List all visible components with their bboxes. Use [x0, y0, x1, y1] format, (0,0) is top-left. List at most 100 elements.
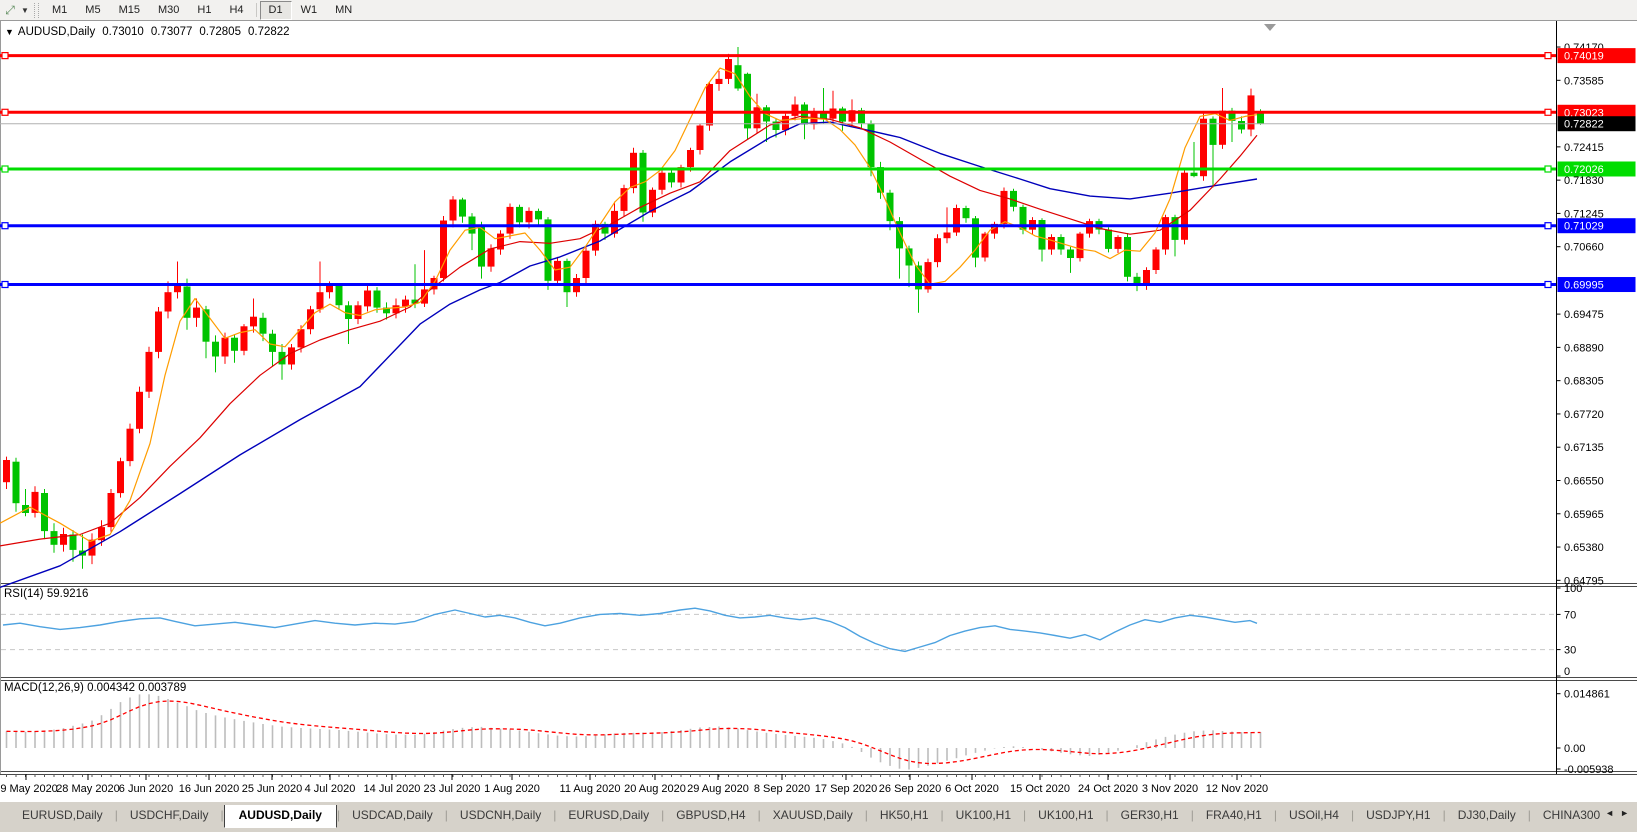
timeframe-button-M15[interactable]: M15 — [118, 3, 140, 16]
tab-divider: | — [940, 808, 944, 822]
chart-tab-GBPUSD,H4[interactable]: GBPUSD,H4 — [676, 808, 746, 822]
svg-text:25 Jun 2020: 25 Jun 2020 — [242, 783, 303, 795]
ma-slow-line — [0, 121, 1258, 589]
svg-text:14 Jul 2020: 14 Jul 2020 — [364, 783, 421, 795]
macd-signal-line — [6, 700, 1261, 765]
timeframe-button-M1[interactable]: M1 — [52, 3, 68, 16]
svg-text:0.67135: 0.67135 — [1564, 442, 1604, 454]
svg-text:16 Jun 2020: 16 Jun 2020 — [179, 783, 240, 795]
timeframe-button-MN[interactable]: MN — [335, 3, 353, 16]
chart-tab-UK100,H1[interactable]: UK100,H1 — [955, 808, 1012, 822]
tab-divider: | — [1442, 808, 1446, 822]
svg-text:6 Jun 2020: 6 Jun 2020 — [119, 783, 173, 795]
svg-text:17 Sep 2020: 17 Sep 2020 — [815, 783, 877, 795]
svg-text:0.00: 0.00 — [1564, 743, 1585, 755]
svg-text:0.68890: 0.68890 — [1564, 342, 1604, 354]
level-line-handle — [1, 108, 9, 116]
chart-tab-EURUSD,Daily[interactable]: EURUSD,Daily — [22, 808, 103, 822]
tab-scroll-arrows: ◄ ► — [1601, 802, 1637, 818]
chart-tab-XAUUSD,Daily[interactable]: XAUUSD,Daily — [772, 808, 853, 822]
svg-text:0.72026: 0.72026 — [1564, 164, 1604, 176]
level-line-handle — [1544, 280, 1552, 289]
svg-text:0: 0 — [1564, 666, 1570, 678]
chart-tab-DJ30,Daily[interactable]: DJ30,Daily — [1457, 808, 1516, 822]
tab-divider: | — [1023, 808, 1027, 822]
timeframe-button-H4[interactable]: H4 — [229, 3, 244, 16]
collapse-chart-icon[interactable]: ▼ — [5, 27, 14, 37]
svg-text:0.69995: 0.69995 — [1564, 280, 1604, 292]
chart-tab-EURUSD,Daily[interactable]: EURUSD,Daily — [568, 808, 650, 822]
svg-text:100: 100 — [1564, 583, 1582, 595]
toolbar-grip — [34, 2, 39, 18]
chart-tab-AUDUSD,Daily[interactable]: AUDUSD,Daily — [223, 805, 337, 828]
svg-text:0.72415: 0.72415 — [1564, 142, 1604, 154]
level-line-handle — [1, 280, 9, 289]
svg-text:0.69475: 0.69475 — [1564, 309, 1604, 321]
svg-text:0.65965: 0.65965 — [1564, 509, 1604, 521]
svg-text:-0.005938: -0.005938 — [1564, 764, 1614, 776]
svg-text:0.68305: 0.68305 — [1564, 376, 1604, 388]
tab-divider: | — [336, 808, 341, 822]
timeframe-button-D1[interactable]: D1 — [259, 0, 292, 20]
svg-text:0.66550: 0.66550 — [1564, 475, 1604, 487]
level-line-handle — [1544, 222, 1552, 230]
svg-text:28 May 2020: 28 May 2020 — [56, 783, 120, 795]
chart-tab-USDCNH,Daily[interactable]: USDCNH,Daily — [459, 808, 542, 822]
tab-divider: | — [220, 808, 224, 822]
tab-divider: | — [864, 808, 868, 822]
svg-text:24 Oct 2020: 24 Oct 2020 — [1078, 783, 1138, 795]
svg-text:0.72822: 0.72822 — [1564, 119, 1604, 131]
chart-tab-USOil,H4[interactable]: USOil,H4 — [1288, 808, 1339, 822]
svg-text:0.64795: 0.64795 — [1564, 575, 1604, 587]
svg-text:8 Sep 2020: 8 Sep 2020 — [754, 783, 810, 795]
svg-text:20 Aug 2020: 20 Aug 2020 — [624, 783, 686, 795]
svg-text:29 Aug 2020: 29 Aug 2020 — [687, 783, 749, 795]
chart-tab-CHINA300,H1[interactable]: CHINA300,H1 — [1542, 808, 1601, 822]
chart-tab-HK50,H1[interactable]: HK50,H1 — [879, 808, 929, 822]
level-line-handle — [1544, 108, 1552, 116]
svg-text:11 Aug 2020: 11 Aug 2020 — [560, 783, 621, 795]
svg-text:4 Jul 2020: 4 Jul 2020 — [305, 783, 356, 795]
svg-text:15 Oct 2020: 15 Oct 2020 — [1010, 783, 1070, 795]
tab-scroll-left-icon[interactable]: ◄ — [1605, 808, 1615, 818]
timeframe-button-M5[interactable]: M5 — [85, 3, 101, 16]
chart-background — [0, 21, 1637, 801]
svg-text:0.74019: 0.74019 — [1564, 51, 1604, 63]
tab-divider: | — [1527, 808, 1531, 822]
tab-divider: | — [114, 808, 118, 822]
tab-divider: | — [444, 808, 448, 822]
chart-tab-GER30,H1[interactable]: GER30,H1 — [1120, 808, 1179, 822]
chart-shift-marker-icon — [1264, 24, 1276, 31]
timeframe-button-H1[interactable]: H1 — [197, 3, 212, 16]
chart-tab-UK100,H1[interactable]: UK100,H1 — [1038, 808, 1094, 822]
chart-cursor-icon[interactable]: ⤢ — [5, 2, 15, 17]
toolbar: ⤢ ▼ M1 M5 M15 M30 H1 H4 D1 W1 MN — [0, 0, 1637, 21]
svg-text:19 May 2020: 19 May 2020 — [0, 783, 58, 795]
tab-divider: | — [661, 808, 665, 822]
price-axis: 0.741700.735850.724150.718300.712450.706… — [1556, 42, 1636, 776]
timeframe-button-W1[interactable]: W1 — [300, 3, 318, 16]
chart-tab-USDCAD,Daily[interactable]: USDCAD,Daily — [352, 808, 433, 822]
svg-text:26 Sep 2020: 26 Sep 2020 — [879, 783, 941, 795]
svg-text:0.73585: 0.73585 — [1564, 75, 1604, 87]
svg-text:0.70660: 0.70660 — [1564, 242, 1604, 254]
svg-text:12 Nov 2020: 12 Nov 2020 — [1206, 783, 1268, 795]
chart-tab-USDJPY,H1[interactable]: USDJPY,H1 — [1366, 808, 1431, 822]
timeframe-button-M30[interactable]: M30 — [157, 3, 180, 16]
tab-divider: | — [1273, 808, 1277, 822]
level-line-handle — [1, 165, 9, 173]
toolbar-separator — [255, 3, 257, 17]
level-line-handle — [1, 222, 9, 230]
level-line-handle — [1544, 165, 1552, 173]
chart-tab-USDCHF,Daily[interactable]: USDCHF,Daily — [129, 808, 209, 822]
svg-text:0.71830: 0.71830 — [1564, 175, 1604, 187]
level-line-handle — [1, 51, 9, 60]
tab-scroll-right-icon[interactable]: ► — [1620, 808, 1629, 818]
svg-text:70: 70 — [1564, 609, 1576, 621]
cursor-dropdown-caret-icon[interactable]: ▼ — [21, 5, 29, 15]
chart-tab-FRA40,H1[interactable]: FRA40,H1 — [1205, 808, 1262, 822]
svg-text:0.71029: 0.71029 — [1564, 221, 1604, 233]
